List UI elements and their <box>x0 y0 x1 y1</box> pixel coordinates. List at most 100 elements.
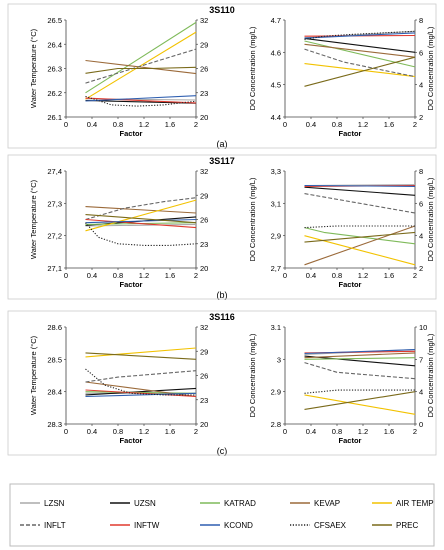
legend-item: INFTW <box>110 521 160 530</box>
series-line-inflt <box>85 197 197 221</box>
series-line-air-temp <box>85 199 197 232</box>
x-tick-label: 2 <box>194 427 198 436</box>
x-tick-label: 0.8 <box>332 427 342 436</box>
chart-3S110-right: 4.4 4.5 4.6 4.7 2 4 6 8 0 0.4 0.8 1.2 1.6 2 Factor DO C… <box>248 16 435 138</box>
x-axis-title: Factor <box>339 129 362 138</box>
y2-tick-label: 26 <box>200 65 208 74</box>
x-tick-label: 0 <box>64 427 68 436</box>
legend-item: CFSAEX <box>290 521 347 530</box>
y-tick-label: 3,3 <box>271 167 281 176</box>
y2-tick-label: 4 <box>419 232 423 241</box>
series-line-kcond <box>85 218 197 224</box>
x-tick-label: 0 <box>64 120 68 129</box>
panel-frame <box>7 3 437 149</box>
legend-item: KATRAD <box>200 499 256 508</box>
y-tick-label: 27,1 <box>47 264 62 273</box>
chart-3S116-left: 28.3 28.4 28.5 28.6 20 23 26 29 32 0 0.4 0.8 1.2 1.6 2… <box>29 323 208 445</box>
chart-3S110-left: 26.1 26.2 26.3 26.4 26.5 20 23 26 29 32 0 0.4 0.8 1.2… <box>29 16 208 138</box>
y2-tick-label: 8 <box>419 16 423 25</box>
y2-tick-label: 23 <box>200 396 208 405</box>
x-tick-label: 1.2 <box>139 427 149 436</box>
chart-3S117-right: 2,7 2,9 3,1 3,3 2 4 6 8 0 0.4 0.8 1.2 1.6 2 Factor DO C… <box>248 167 435 289</box>
legend-item: UZSN <box>110 499 156 508</box>
y-axis-title: Water Temperature (°C) <box>29 335 38 415</box>
x-tick-label: 1.6 <box>165 271 175 280</box>
x-tick-label: 1.2 <box>358 427 368 436</box>
y-tick-label: 28.5 <box>47 355 62 364</box>
series-line-prec <box>304 231 416 243</box>
series-line-inftw <box>85 97 197 104</box>
legend-label: CFSAEX <box>314 521 347 530</box>
series-line-air-temp <box>85 347 197 358</box>
series-line-kcond <box>85 95 197 102</box>
x-tick-label: 1.6 <box>384 427 394 436</box>
series-line-kcond <box>85 392 197 398</box>
series-line-uzsn <box>304 186 416 196</box>
series-line-inflt <box>85 370 197 383</box>
x-tick-label: 2 <box>194 120 198 129</box>
y-tick-label: 2,7 <box>271 264 281 273</box>
series-line-katrad <box>85 391 197 394</box>
series-line-air-temp <box>304 63 416 78</box>
x-tick-label: 1.6 <box>165 120 175 129</box>
series-line-uzsn <box>304 355 416 367</box>
legend-item: AIR TEMP <box>372 499 434 508</box>
y-tick-label: 2.9 <box>271 388 281 397</box>
series-line-kcond <box>304 184 416 187</box>
y2-tick-label: 7 <box>419 355 423 364</box>
x-tick-label: 0 <box>283 427 287 436</box>
y2-tick-label: 20 <box>200 113 208 122</box>
series-line-inftw <box>85 218 197 229</box>
panel-frame <box>7 154 437 300</box>
x-tick-label: 0.4 <box>306 271 316 280</box>
series-line-kevap <box>85 206 197 214</box>
y2-tick-label: 26 <box>200 216 208 225</box>
legend-label: INFLT <box>44 521 66 530</box>
x-tick-label: 1.6 <box>384 120 394 129</box>
x-axis-title: Factor <box>339 280 362 289</box>
series-line-inflt <box>85 48 197 84</box>
y2-axis-title: DO Concentration (mg/L) <box>426 177 435 261</box>
y2-tick-label: 10 <box>419 323 427 332</box>
panel-frame <box>7 310 437 456</box>
y2-tick-label: 20 <box>200 420 208 429</box>
y2-tick-label: 6 <box>419 199 423 208</box>
y-axis-title: DO Concentration (mg/L) <box>248 333 257 417</box>
x-axis-title: Factor <box>120 436 143 445</box>
legend-label: KATRAD <box>224 499 256 508</box>
series-line-cfsaex <box>85 95 197 107</box>
y2-tick-label: 29 <box>200 40 208 49</box>
x-tick-label: 0.4 <box>87 427 97 436</box>
x-tick-label: 0.8 <box>113 120 123 129</box>
y-tick-label: 27,2 <box>47 232 62 241</box>
x-axis-title: Factor <box>339 436 362 445</box>
y-axis-title: Water Temperature (°C) <box>29 28 38 108</box>
series-line-katrad <box>304 357 416 360</box>
legend-item: INFLT <box>20 521 66 530</box>
series-line-kevap <box>85 59 197 75</box>
legend-label: KEVAP <box>314 499 340 508</box>
y2-tick-label: 29 <box>200 347 208 356</box>
y-axis-title: Water Temperature (°C) <box>29 179 38 259</box>
y2-tick-label: 4 <box>419 81 423 90</box>
series-line-inflt <box>304 48 416 78</box>
y-tick-label: 26.1 <box>47 113 62 122</box>
y2-tick-label: 29 <box>200 191 208 200</box>
series-line-prec <box>304 56 416 87</box>
y-tick-label: 4.4 <box>271 113 281 122</box>
y-tick-label: 2.8 <box>271 420 281 429</box>
y-tick-label: 26.2 <box>47 89 62 98</box>
legend-item: PREC <box>372 521 418 530</box>
legend-item: KCOND <box>200 521 253 530</box>
x-tick-label: 0.8 <box>113 271 123 280</box>
series-line-katrad <box>304 227 416 245</box>
series-line-cfsaex <box>304 30 416 40</box>
y-tick-label: 26.5 <box>47 16 62 25</box>
x-tick-label: 0.4 <box>306 120 316 129</box>
y-tick-label: 4.7 <box>271 16 281 25</box>
y2-tick-label: 2 <box>419 264 423 273</box>
x-tick-label: 0 <box>283 271 287 280</box>
series-line-prec <box>304 391 416 410</box>
